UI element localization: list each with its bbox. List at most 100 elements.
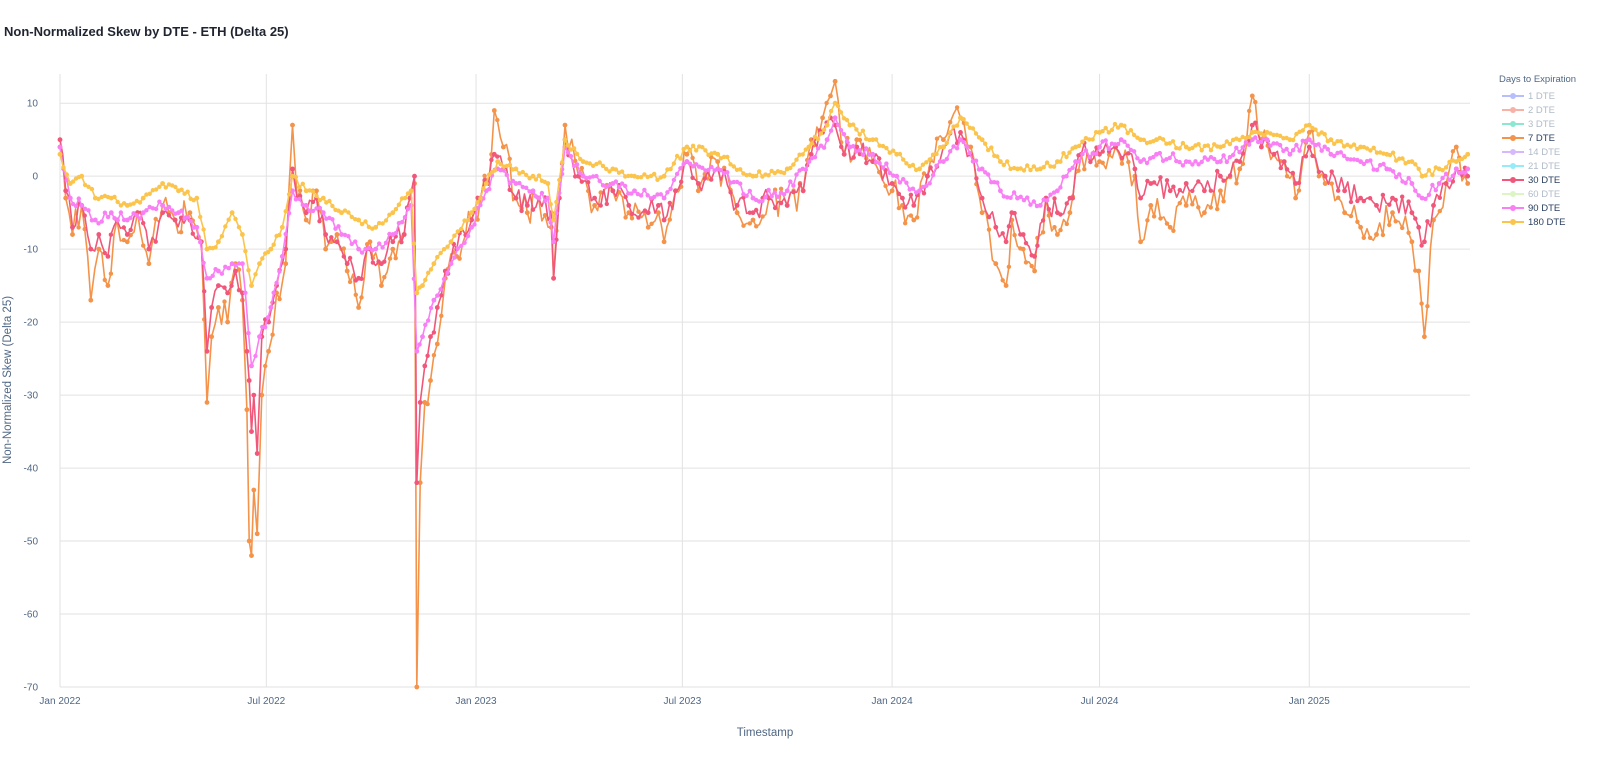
data-point (1093, 130, 1099, 135)
data-point (616, 185, 622, 190)
legend-item-2-dte[interactable]: 2 DTE (1499, 103, 1600, 117)
data-point (1403, 180, 1408, 186)
data-point (359, 221, 365, 227)
data-point (925, 173, 930, 179)
data-point (344, 261, 350, 267)
legend-item-1-dte[interactable]: 1 DTE (1499, 89, 1600, 103)
data-point (527, 176, 532, 181)
data-point (592, 195, 597, 201)
data-point (216, 268, 221, 274)
data-point (377, 241, 382, 246)
data-point (1000, 231, 1005, 236)
data-point (124, 239, 130, 245)
data-point (349, 241, 354, 247)
data-point (393, 207, 399, 212)
data-point (989, 145, 994, 150)
data-point (370, 260, 376, 265)
data-point (1447, 159, 1452, 165)
data-point (1268, 143, 1273, 148)
legend-item-7-dte[interactable]: 7 DTE (1499, 131, 1600, 145)
data-point (1416, 224, 1422, 230)
data-point (204, 400, 210, 405)
data-point (1006, 264, 1012, 269)
legend-item-60-dte[interactable]: 60 DTE (1499, 187, 1600, 201)
data-point (1422, 334, 1427, 340)
legend-item-3-dte[interactable]: 3 DTE (1499, 117, 1600, 131)
data-point (973, 158, 979, 163)
data-point (431, 330, 437, 335)
data-point (873, 137, 879, 142)
legend-item-180-dte[interactable]: 180 DTE (1499, 215, 1600, 229)
data-point (229, 283, 234, 288)
data-point (455, 246, 460, 251)
data-point (1212, 142, 1217, 147)
legend-item-30-dte[interactable]: 30 DTE (1499, 173, 1600, 187)
data-point (661, 173, 667, 179)
data-point (1316, 132, 1321, 137)
data-point (244, 407, 250, 413)
data-point (1453, 166, 1459, 172)
data-point (731, 179, 736, 185)
data-point (1430, 172, 1435, 178)
data-point (507, 181, 513, 186)
data-point (995, 154, 1000, 159)
data-point (411, 241, 417, 246)
data-point (1246, 134, 1252, 140)
data-point (1208, 148, 1214, 153)
legend-item-21-dte[interactable]: 21 DTE (1499, 159, 1600, 173)
legend-swatch (1502, 91, 1524, 101)
data-point (1015, 195, 1020, 201)
data-point (1000, 278, 1005, 283)
data-point (1073, 144, 1078, 150)
data-point (857, 148, 862, 153)
data-point (1224, 159, 1230, 165)
data-point (402, 215, 408, 220)
legend-item-90-dte[interactable]: 90 DTE (1499, 201, 1600, 215)
data-point (233, 216, 238, 222)
data-point (1328, 151, 1334, 157)
series-30-dte[interactable] (57, 115, 1471, 486)
data-point (359, 250, 365, 255)
data-point (1058, 185, 1063, 190)
series-7-dte[interactable] (57, 78, 1471, 690)
series-180-dte[interactable] (57, 100, 1471, 296)
data-point (684, 159, 690, 165)
data-point (240, 261, 245, 267)
data-point (414, 290, 420, 296)
data-point (1287, 151, 1293, 157)
data-point (1380, 192, 1386, 198)
data-point (190, 231, 195, 236)
y-tick-label: -70 (24, 683, 39, 694)
data-point (82, 206, 88, 211)
data-point (1106, 146, 1112, 151)
data-point (314, 193, 319, 199)
data-point (144, 208, 149, 213)
data-point (661, 217, 667, 223)
data-point (380, 221, 385, 226)
data-point (979, 210, 985, 216)
data-point (797, 182, 803, 187)
series-90-dte[interactable] (57, 115, 1471, 369)
data-point (422, 400, 428, 405)
data-point (1097, 151, 1102, 157)
data-point (1284, 174, 1290, 179)
data-point (684, 144, 690, 150)
data-point (1300, 138, 1306, 143)
data-point (501, 168, 506, 173)
data-point (671, 161, 677, 166)
data-point (387, 212, 392, 217)
data-point (1080, 139, 1085, 144)
data-point (1003, 283, 1009, 288)
data-point (1400, 194, 1405, 199)
data-point (1183, 159, 1189, 165)
data-point (131, 201, 136, 206)
legend-item-14-dte[interactable]: 14 DTE (1499, 145, 1600, 159)
data-point (1064, 174, 1069, 179)
data-point (1041, 197, 1046, 202)
data-point (1040, 218, 1046, 223)
data-point (1218, 144, 1223, 150)
data-point (513, 181, 519, 186)
data-point (1358, 144, 1363, 150)
data-point (642, 172, 647, 177)
